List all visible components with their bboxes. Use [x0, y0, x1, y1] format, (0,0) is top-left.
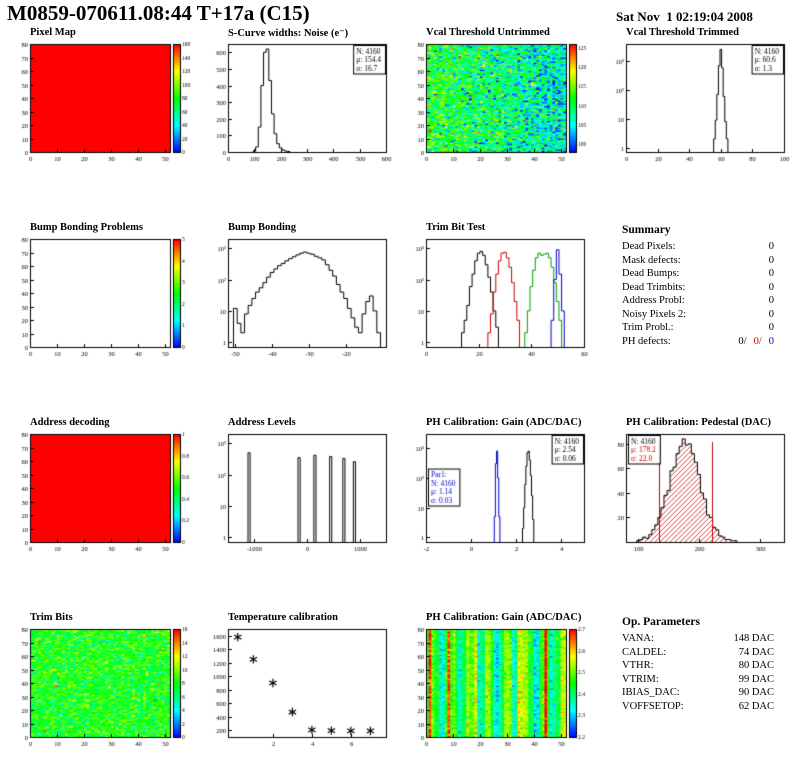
panel-ph-pedestal: PH Calibration: Pedestal (DAC)	[602, 417, 796, 556]
panel-title: Vcal Threshold Trimmed	[626, 27, 739, 38]
panel-title: S-Curve widths: Noise (e⁻)	[228, 28, 349, 39]
panel-address-decoding: Address decoding	[6, 417, 200, 556]
panel-title: Bump Bonding	[228, 222, 296, 233]
op-param-label: VTHR:	[622, 660, 654, 671]
op-param-row: CALDEL: 74 DAC	[622, 646, 774, 660]
panel-title: Bump Bonding Problems	[30, 222, 144, 233]
scurve-noise-chart	[204, 40, 394, 166]
panel-address-levels: Address Levels	[204, 417, 398, 556]
op-param-value: 62 DAC	[738, 700, 774, 712]
summary-label: Address Probl:	[622, 295, 685, 306]
op-param-value: 90 DAC	[738, 687, 774, 698]
op-param-value: 148 DAC	[733, 633, 774, 644]
page-title: M0859-070611.08:44 T+17a (C15)	[7, 1, 310, 25]
panel-title: Address Levels	[228, 417, 296, 428]
panel-title: PH Calibration: Gain (ADC/DAC)	[426, 417, 582, 428]
ph-defects-blue: 0	[768, 335, 774, 347]
panel-title: PH Calibration: Pedestal (DAC)	[626, 417, 771, 428]
summary-row: Mask defects: 0	[622, 254, 774, 268]
op-param-row: VOFFSETOP: 62 DAC	[622, 700, 774, 714]
op-param-label: IBIAS_DAC:	[622, 687, 680, 698]
summary-value: 0	[768, 322, 774, 333]
panel-trim-bits-map: Trim Bits	[6, 612, 200, 751]
summary-label: Dead Bumps:	[622, 268, 680, 279]
bump-problems-chart	[6, 235, 196, 361]
summary-row: Dead Pixels: 0	[622, 240, 774, 254]
panel-bump-problems: Bump Bonding Problems	[6, 222, 200, 361]
summary-label: Noisy Pixels 2:	[622, 308, 687, 320]
op-param-value: 74 DAC	[738, 646, 774, 658]
summary-label: Trim Probl.:	[622, 322, 674, 333]
op-param-label: CALDEL:	[622, 646, 667, 658]
op-param-value: 80 DAC	[738, 660, 774, 671]
panel-title: Temperature calibration	[228, 612, 338, 623]
op-param-row: VTHR: 80 DAC	[622, 659, 774, 673]
summary-value: 0	[768, 295, 774, 306]
ph-gain-hist-chart	[402, 430, 592, 556]
ph-defects-red: 0/	[753, 335, 762, 347]
panel-title: Pixel Map	[30, 27, 76, 38]
panel-trim-bit-test: Trim Bit Test	[402, 222, 596, 361]
op-param-label: VANA:	[622, 633, 654, 644]
op-param-row: VTRIM: 99 DAC	[622, 673, 774, 687]
op-param-value: 99 DAC	[738, 673, 774, 685]
op-param-label: VTRIM:	[622, 673, 659, 685]
panel-title: Trim Bits	[30, 612, 73, 623]
panel-title: PH Calibration: Gain (ADC/DAC)	[426, 612, 582, 623]
panel-title: Trim Bit Test	[426, 222, 486, 233]
panel-temperature-calibration: Temperature calibration	[204, 612, 398, 751]
summary-value: 0	[768, 254, 774, 266]
panel-title: Address decoding	[30, 417, 110, 428]
temperature-calibration-chart	[204, 625, 394, 751]
op-parameters-panel: Op. Parameters VANA: 148 DAC CALDEL: 74 DA…	[602, 616, 786, 713]
trim-bits-map-chart	[6, 625, 196, 751]
op-param-row: VANA: 148 DAC	[622, 632, 774, 646]
panel-title: Vcal Threshold Untrimmed	[426, 27, 550, 38]
ph-defects-black: 0/	[738, 335, 747, 347]
summary-label: Dead Pixels:	[622, 241, 676, 252]
summary-value: 0	[768, 308, 774, 320]
summary-label: Dead Trimbits:	[622, 281, 686, 293]
summary-value: 0	[768, 241, 774, 252]
summary-row: Dead Trimbits: 0	[622, 281, 774, 295]
panel-vcal-untrimmed: Vcal Threshold Untrimmed	[402, 27, 596, 166]
ph-gain-map-chart	[402, 625, 592, 751]
vcal-untrimmed-chart	[402, 40, 592, 166]
summary-row: Dead Bumps: 0	[622, 267, 774, 281]
ph-pedestal-chart	[602, 430, 792, 556]
panel-ph-gain-hist: PH Calibration: Gain (ADC/DAC)	[402, 417, 596, 556]
panel-pixel-map: Pixel Map	[6, 27, 200, 166]
vcal-trimmed-chart	[602, 40, 792, 166]
ph-defect-values: 0/0/0	[731, 335, 774, 349]
timestamp: Sat Nov 1 02:19:04 2008	[616, 9, 753, 24]
summary-value: 0	[768, 281, 774, 293]
panel-ph-gain-map: PH Calibration: Gain (ADC/DAC)	[402, 612, 596, 751]
panel-scurve-noise: S-Curve widths: Noise (e⁻)	[204, 27, 398, 166]
op-param-row: IBIAS_DAC: 90 DAC	[622, 686, 774, 700]
panel-vcal-trimmed: Vcal Threshold Trimmed	[602, 27, 796, 166]
summary-row: Noisy Pixels 2: 0	[622, 308, 774, 322]
op-param-label: VOFFSETOP:	[622, 700, 684, 712]
summary-title: Summary	[622, 224, 671, 236]
summary-value: 0	[768, 268, 774, 279]
bump-bonding-chart	[204, 235, 394, 361]
summary-panel: Summary Dead Pixels: 0 Mask defects: 0 Dea…	[602, 224, 786, 348]
pixel-map-chart	[6, 40, 196, 166]
summary-label: PH defects:	[622, 335, 671, 347]
address-decoding-chart	[6, 430, 196, 556]
summary-row-ph-defects: PH defects: 0/0/0	[622, 335, 774, 349]
address-levels-chart	[204, 430, 394, 556]
trim-bit-test-chart	[402, 235, 592, 361]
summary-row: Trim Probl.: 0	[622, 321, 774, 335]
panel-bump-bonding: Bump Bonding	[204, 222, 398, 361]
summary-label: Mask defects:	[622, 254, 681, 266]
op-parameters-title: Op. Parameters	[622, 616, 700, 628]
summary-row: Address Probl: 0	[622, 294, 774, 308]
